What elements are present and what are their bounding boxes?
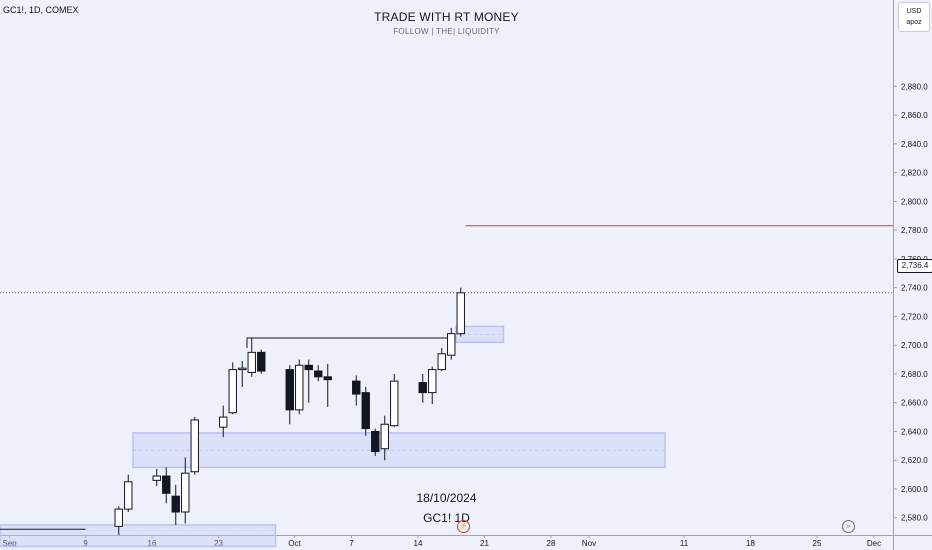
x-tick-label: 21 <box>480 539 489 548</box>
x-tick-label: 23 <box>214 539 223 548</box>
chart-title: TRADE WITH RT MONEY <box>374 10 519 24</box>
candle-body[interactable] <box>228 369 237 414</box>
y-tick-label: 2,580.0 <box>901 514 928 523</box>
price-scale[interactable] <box>893 0 932 550</box>
date-watermark: 18/10/2024 <box>416 491 477 505</box>
candle-body[interactable] <box>456 292 465 335</box>
currency-label: USD <box>906 8 922 15</box>
x-tick-label: Sep <box>2 539 17 548</box>
y-tick-label: 2,740.0 <box>901 284 928 293</box>
x-tick-label: 28 <box>547 539 556 548</box>
scale-mode-label: apoz <box>906 19 922 26</box>
x-tick-label: 16 <box>148 539 157 548</box>
candle-body[interactable] <box>152 475 161 481</box>
candle-body[interactable] <box>304 364 313 371</box>
candle-body[interactable] <box>190 419 199 473</box>
y-tick-label: 2,800.0 <box>901 197 928 206</box>
symbol-title[interactable]: GC1!, 1D, COMEX <box>3 5 79 15</box>
candle-body[interactable] <box>162 475 171 494</box>
candle-body[interactable] <box>238 367 247 371</box>
x-tick-label: 25 <box>813 539 822 548</box>
candle-body[interactable] <box>447 333 456 356</box>
candle-body[interactable] <box>285 369 294 411</box>
ticker-watermark: GC1! 1D <box>423 511 470 525</box>
candle-body[interactable] <box>247 351 256 373</box>
chart-subtitle: FOLLOW | THE| LIQUIDITY <box>393 27 500 36</box>
candle-body[interactable] <box>380 423 389 450</box>
candle-body[interactable] <box>124 481 133 510</box>
candle-body[interactable] <box>181 472 190 513</box>
y-tick-label: 2,840.0 <box>901 140 928 149</box>
y-tick-label: 2,880.0 <box>901 82 928 91</box>
y-tick-label: 2,780.0 <box>901 226 928 235</box>
y-tick-label: 2,600.0 <box>901 485 928 494</box>
y-tick-label: 2,680.0 <box>901 370 928 379</box>
candle-body[interactable] <box>295 364 304 411</box>
candle-body[interactable] <box>361 392 370 430</box>
y-tick-label: 2,620.0 <box>901 456 928 465</box>
x-tick-label: 9 <box>83 539 88 548</box>
x-tick-label: 7 <box>349 539 354 548</box>
candle-body[interactable] <box>323 376 332 381</box>
y-tick-label: 2,700.0 <box>901 341 928 350</box>
candle-body[interactable] <box>171 495 180 513</box>
liquidity-zone[interactable] <box>0 524 277 548</box>
x-tick-label: Oct <box>288 539 301 548</box>
y-tick-label: 2,860.0 <box>901 111 928 120</box>
candle-body[interactable] <box>114 508 123 527</box>
candle-body[interactable] <box>219 416 228 428</box>
resistance-level-line[interactable] <box>246 337 456 349</box>
x-tick-label: 14 <box>414 539 423 548</box>
candle-body[interactable] <box>371 430 380 453</box>
candle-body[interactable] <box>418 382 427 394</box>
x-tick-label: 18 <box>746 539 755 548</box>
currency-unit-button[interactable]: USD apoz <box>898 2 930 32</box>
candle-body[interactable] <box>257 351 266 372</box>
go-to-realtime-icon[interactable]: » <box>842 520 855 533</box>
y-tick-label: 2,640.0 <box>901 427 928 436</box>
x-tick-label: Dec <box>867 539 881 548</box>
candle-body[interactable] <box>314 370 323 378</box>
y-tick-label: 2,820.0 <box>901 169 928 178</box>
lightning-icon[interactable]: ⚡ <box>457 520 470 533</box>
x-tick-label: Nov <box>582 539 596 548</box>
candle-body[interactable] <box>390 380 399 427</box>
candle-body[interactable] <box>352 380 361 395</box>
x-tick-label: 11 <box>680 539 689 548</box>
y-tick-label: 2,660.0 <box>901 399 928 408</box>
candle-body[interactable] <box>428 369 437 394</box>
candle-body[interactable] <box>437 353 446 371</box>
y-tick-label: 2,720.0 <box>901 312 928 321</box>
last-price-tag: 2,736.4 <box>897 259 932 273</box>
